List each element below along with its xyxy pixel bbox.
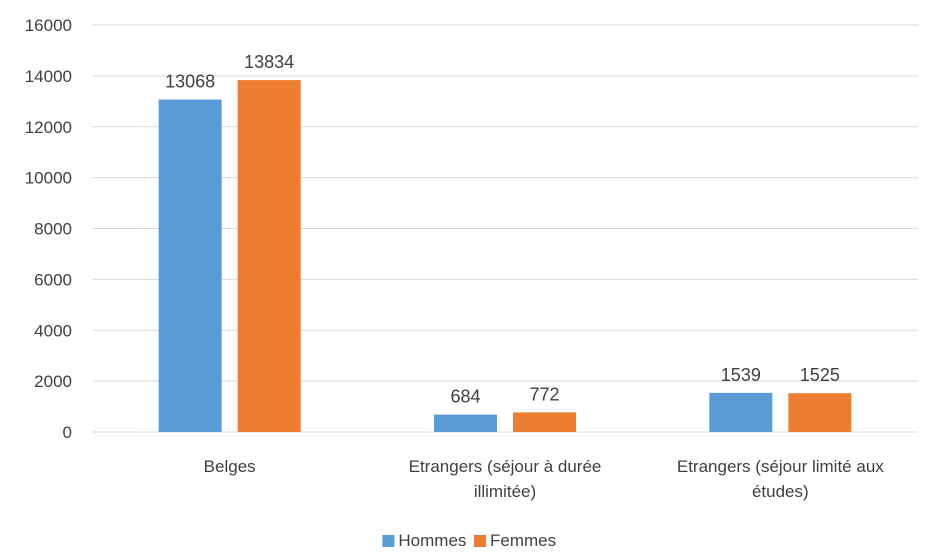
y-tick-label: 2000 [34,372,72,391]
legend-swatch-hommes [382,535,395,547]
y-tick-label: 4000 [34,321,72,340]
x-category-label-1: Etrangers (séjour à durée illimitée) [409,457,602,501]
y-tick-label: 16000 [25,16,72,35]
legend-label-hommes: Hommes [398,531,466,550]
y-tick-label: 14000 [25,67,72,86]
bar-femmes-2 [788,393,852,432]
bar-hommes-0 [158,99,222,432]
y-tick-label: 10000 [25,169,72,188]
bar-femmes-1 [513,412,576,432]
x-axis-category-labels: Belges Etrangers (séjour à durée illimitée… [204,457,885,501]
x-category-label-2: Etrangers (séjour limité aux études) [677,457,884,501]
bar-femmes-0 [237,80,301,432]
data-label-femmes-0: 13834 [244,52,294,72]
x-category-label-0: Belges [204,457,256,476]
data-label-hommes-2: 1539 [721,365,761,385]
legend-swatch-femmes [474,535,486,547]
bar-hommes-2 [709,392,773,432]
bar-hommes-1 [434,414,497,432]
data-label-femmes-1: 772 [529,384,559,404]
gridlines [92,24,918,433]
data-labels: 13068 13834 684 772 1539 1525 [165,52,840,407]
bars [158,80,852,432]
data-label-hommes-0: 13068 [165,72,215,92]
legend: Hommes Femmes [382,531,556,550]
data-label-femmes-2: 1525 [800,365,840,385]
legend-label-femmes: Femmes [490,531,556,550]
y-axis-tick-labels: 0 2000 4000 6000 8000 10000 12000 14000 16000 [25,16,72,442]
data-label-hommes-1: 684 [450,387,480,407]
y-tick-label: 12000 [25,118,72,137]
y-tick-label: 0 [63,423,72,442]
y-tick-label: 8000 [34,220,72,239]
y-tick-label: 6000 [34,270,72,289]
